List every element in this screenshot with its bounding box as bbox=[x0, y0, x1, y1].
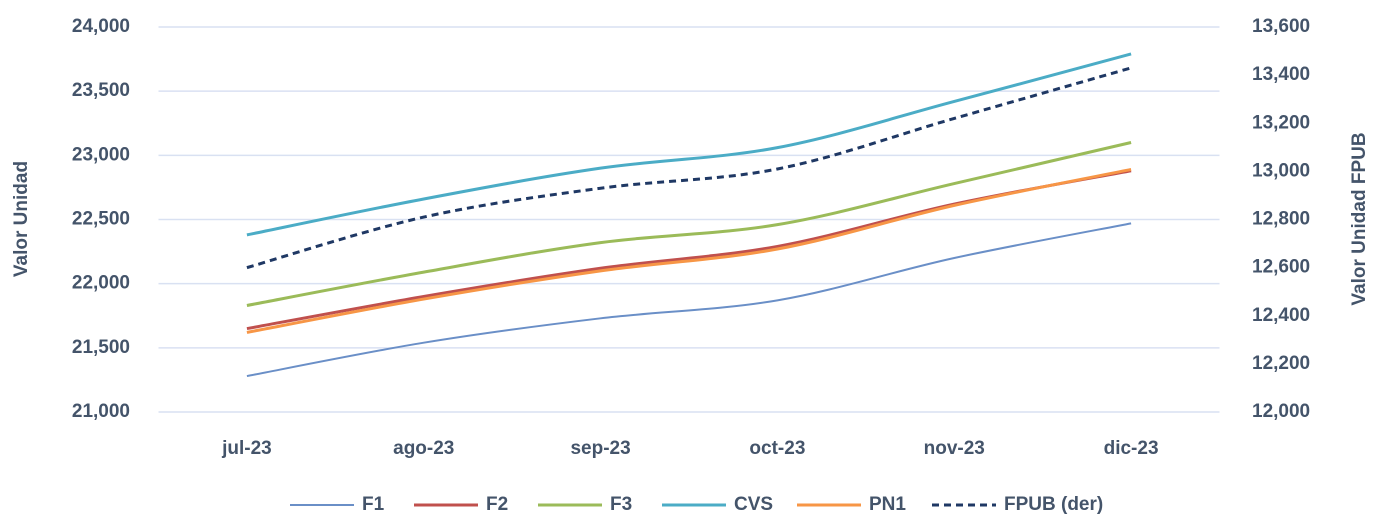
series-line bbox=[246, 66, 1132, 270]
series-line bbox=[246, 141, 1132, 307]
y2-tick-label: 13,600 bbox=[1252, 16, 1310, 37]
y-tick-label: 22,500 bbox=[72, 209, 130, 230]
legend-label: FPUB (der) bbox=[1004, 494, 1103, 515]
series-line bbox=[246, 167, 1132, 334]
legend-label: F3 bbox=[610, 494, 632, 515]
y2-tick-label: 12,200 bbox=[1252, 353, 1310, 374]
y2-tick-label: 12,000 bbox=[1252, 401, 1310, 422]
x-tick-label: ago-23 bbox=[393, 438, 454, 459]
y2-tick-label: 13,200 bbox=[1252, 112, 1310, 133]
y2-tick-label: 13,400 bbox=[1252, 64, 1310, 85]
y-tick-label: 21,500 bbox=[72, 337, 130, 358]
y-tick-label: 23,500 bbox=[72, 80, 130, 101]
x-tick-label: dic-23 bbox=[1104, 438, 1159, 459]
y2-tick-label: 12,400 bbox=[1252, 305, 1310, 326]
y2-tick-label: 12,800 bbox=[1252, 209, 1310, 230]
x-tick-label: jul-23 bbox=[221, 438, 272, 459]
x-tick-label: oct-23 bbox=[749, 438, 805, 459]
legend-label: PN1 bbox=[869, 494, 906, 515]
legend-label: CVS bbox=[734, 494, 773, 515]
y2-tick-label: 13,000 bbox=[1252, 160, 1310, 181]
series-line bbox=[246, 222, 1132, 378]
x-tick-label: sep-23 bbox=[570, 438, 630, 459]
y2-axis-title: Valor Unidad FPUB bbox=[1349, 132, 1370, 305]
y2-tick-label: 12,600 bbox=[1252, 257, 1310, 278]
y-tick-label: 23,000 bbox=[72, 144, 130, 165]
y-axis-title: Valor Unidad bbox=[11, 161, 32, 277]
y-tick-label: 22,000 bbox=[72, 273, 130, 294]
legend-label: F1 bbox=[362, 494, 385, 515]
series-line bbox=[246, 52, 1132, 237]
legend-label: F2 bbox=[486, 494, 508, 515]
y-tick-label: 21,000 bbox=[72, 401, 130, 422]
x-tick-label: nov-23 bbox=[924, 438, 985, 459]
y-tick-label: 24,000 bbox=[72, 16, 130, 37]
